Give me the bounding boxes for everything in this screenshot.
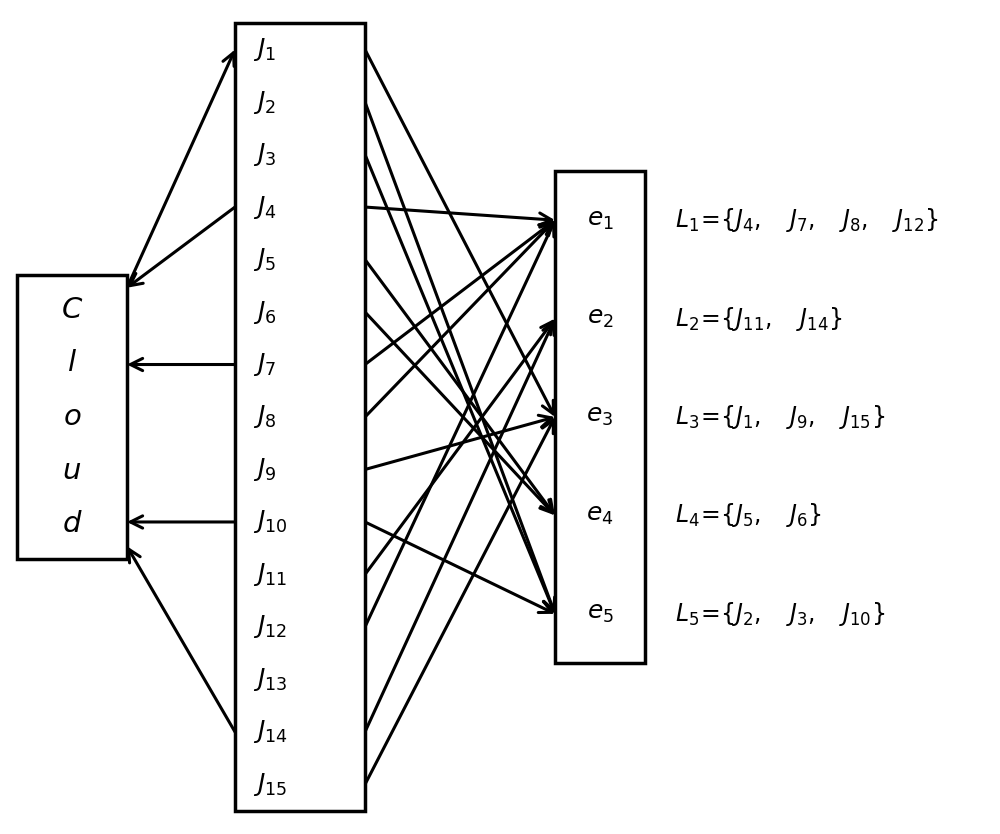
Text: $\mathit{d}$: $\mathit{d}$ [62,510,82,538]
Text: $\mathit{J_{10}}$: $\mathit{J_{10}}$ [253,509,288,535]
Text: $\mathit{o}$: $\mathit{o}$ [63,403,81,431]
Text: $\mathit{J_{15}}$: $\mathit{J_{15}}$ [253,771,287,798]
Text: $L_1\!=\!\{J_4,\quad J_7,\quad J_8,\quad J_{12}\}$: $L_1\!=\!\{J_4,\quad J_7,\quad J_8,\quad… [675,206,939,234]
Text: $\mathit{J_9}$: $\mathit{J_9}$ [253,456,276,483]
Text: $\mathit{J_8}$: $\mathit{J_8}$ [253,404,276,430]
Text: $\mathit{e_2}$: $\mathit{e_2}$ [587,307,613,330]
Text: $\mathit{e_4}$: $\mathit{e_4}$ [586,504,614,527]
Text: $\mathit{J_{12}}$: $\mathit{J_{12}}$ [253,614,287,641]
Text: $\mathit{J_6}$: $\mathit{J_6}$ [253,299,277,325]
Text: $\mathit{J_7}$: $\mathit{J_7}$ [253,351,276,378]
Text: $\mathit{e_1}$: $\mathit{e_1}$ [587,208,613,232]
Bar [555,171,645,663]
Text: $\mathit{J_{14}}$: $\mathit{J_{14}}$ [253,718,288,746]
Text: $\mathit{J_5}$: $\mathit{J_5}$ [253,246,276,273]
Text: $\mathit{e_3}$: $\mathit{e_3}$ [586,405,614,429]
Bar [235,23,365,811]
Text: $\mathit{J_1}$: $\mathit{J_1}$ [253,36,276,63]
Text: $\mathit{e_5}$: $\mathit{e_5}$ [587,602,613,626]
Bar [17,275,127,559]
Text: $L_2\!=\!\{J_{11},\quad J_{14}\}$: $L_2\!=\!\{J_{11},\quad J_{14}\}$ [675,304,842,333]
Text: $\mathit{J_2}$: $\mathit{J_2}$ [253,88,276,116]
Text: $\mathit{u}$: $\mathit{u}$ [62,456,82,485]
Text: $\mathit{C}$: $\mathit{C}$ [61,296,83,324]
Text: $L_5\!=\!\{J_2,\quad J_3,\quad J_{10}\}$: $L_5\!=\!\{J_2,\quad J_3,\quad J_{10}\}$ [675,600,885,628]
Text: $\mathit{l}$: $\mathit{l}$ [67,349,77,378]
Text: $L_4\!=\!\{J_5,\quad J_6\}$: $L_4\!=\!\{J_5,\quad J_6\}$ [675,501,821,530]
Text: $\mathit{J_{13}}$: $\mathit{J_{13}}$ [253,666,287,693]
Text: $\mathit{J_{11}}$: $\mathit{J_{11}}$ [253,561,287,588]
Text: $\mathit{J_3}$: $\mathit{J_3}$ [253,141,276,168]
Text: $L_3\!=\!\{J_1,\quad J_9,\quad J_{15}\}$: $L_3\!=\!\{J_1,\quad J_9,\quad J_{15}\}$ [675,403,885,431]
Text: $\mathit{J_4}$: $\mathit{J_4}$ [253,193,277,220]
